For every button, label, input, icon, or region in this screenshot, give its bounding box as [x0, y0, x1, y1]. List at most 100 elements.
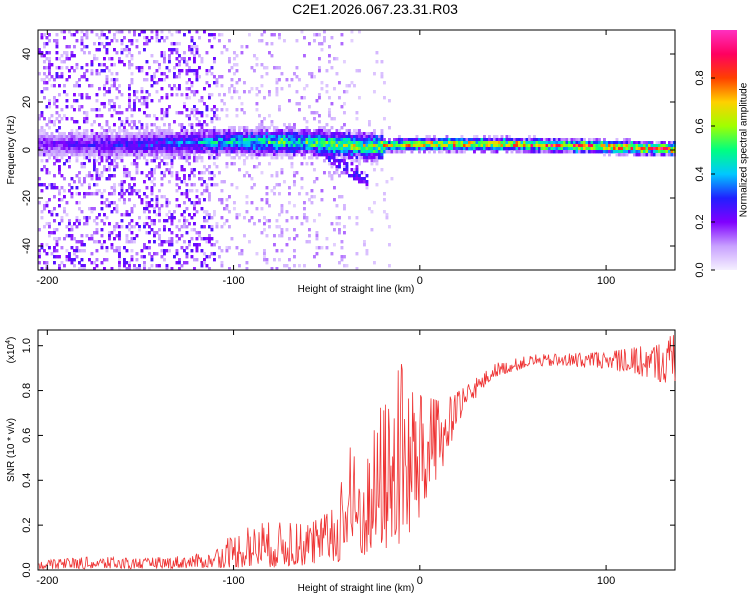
spectrogram-cell — [148, 204, 151, 208]
spectrogram-cell — [268, 147, 271, 151]
spectrogram-cell — [100, 132, 104, 136]
spectrogram-cell — [133, 141, 136, 145]
spectrogram-cell — [308, 135, 311, 139]
spectrogram-cell — [505, 141, 509, 145]
spectrogram-cell — [220, 99, 224, 103]
spectrogram-cell — [78, 207, 81, 211]
spectrogram-cell — [258, 162, 261, 166]
spectrogram-cell — [65, 150, 69, 154]
spectrogram-cell — [595, 141, 599, 145]
spectrogram-cell — [90, 153, 94, 157]
spectrogram-cell — [118, 255, 121, 259]
spectrogram-cell — [65, 141, 69, 145]
spectrogram-cell — [330, 252, 334, 256]
spectrogram-cell — [165, 96, 169, 100]
spectrogram-cell — [83, 192, 86, 196]
spectrogram-cell — [163, 174, 166, 178]
spectrogram-cell — [138, 135, 141, 139]
spectrogram-cell — [490, 147, 494, 151]
spectrogram-cell — [208, 216, 211, 220]
spectrogram-cell — [273, 33, 276, 37]
spectrogram-cell — [318, 135, 321, 139]
spectrogram-cell — [110, 186, 114, 190]
spectrogram-cell — [38, 177, 41, 181]
spectrogram-cell — [108, 90, 111, 94]
spectrogram-cell — [115, 207, 119, 211]
spectrogram-cell — [185, 207, 189, 211]
spectrogram-cell — [115, 156, 119, 160]
spectrogram-cell — [95, 135, 99, 139]
spectrogram-cell — [53, 156, 56, 160]
spectrogram-cell — [610, 147, 614, 151]
spectrogram-cell — [363, 177, 366, 181]
spectrogram-cell — [315, 132, 319, 136]
spectrogram-cell — [118, 258, 121, 262]
spectrogram-cell — [220, 189, 224, 193]
spectrogram-cell — [185, 225, 189, 229]
spectrogram-cell — [178, 204, 181, 208]
spectrogram-cell — [340, 138, 344, 142]
spectrogram-cell — [238, 168, 241, 172]
spectrogram-cell — [90, 30, 94, 34]
spectrogram-cell — [185, 132, 189, 136]
spectrogram-cell — [153, 207, 156, 211]
spectrogram-cell — [238, 144, 241, 148]
spectrogram-cell — [623, 153, 626, 157]
spectrogram-cell — [198, 99, 201, 103]
spectrogram-cell — [213, 111, 216, 115]
spectrogram-cell — [195, 237, 199, 241]
spectrogram-cell — [308, 72, 311, 76]
spectrogram-cell — [110, 135, 114, 139]
spectrogram-cell — [103, 69, 106, 73]
spectrogram-cell — [105, 246, 109, 250]
spectrogram-cell — [570, 147, 574, 151]
spectrogram-cell — [243, 162, 246, 166]
spectrogram-cell — [175, 249, 179, 253]
spectrogram-cell — [145, 195, 149, 199]
spectrogram-cell — [235, 213, 239, 217]
spectrogram-cell — [355, 150, 359, 154]
spectrogram-cell — [265, 132, 269, 136]
spectrogram-cell — [190, 111, 194, 115]
spectrogram-cell — [73, 144, 76, 148]
spectrogram-cell — [220, 249, 224, 253]
spectrogram-cell — [465, 141, 469, 145]
spectrogram-cell — [235, 90, 239, 94]
spectrogram-cell — [120, 93, 124, 97]
spectrogram-cell — [328, 108, 331, 112]
spectrogram-cell — [188, 132, 191, 136]
spectrogram-cell — [143, 153, 146, 157]
spectrogram-cell — [153, 144, 156, 148]
spectrogram-cell — [665, 153, 669, 157]
spectrogram-cell — [123, 153, 126, 157]
spectrogram-cell — [80, 75, 84, 79]
spectrogram-cell — [100, 126, 104, 130]
spectrogram-cell — [330, 66, 334, 70]
spectrogram-cell — [93, 240, 96, 244]
spectrogram-cell — [343, 144, 346, 148]
spectrogram-cell — [288, 150, 291, 154]
spectrogram-cell — [213, 243, 216, 247]
spectrogram-cell — [335, 153, 339, 157]
spectrogram-cell — [48, 141, 51, 145]
spectrogram-cell — [350, 150, 354, 154]
spectrogram-cell — [38, 252, 41, 256]
spectrogram-cell — [170, 144, 174, 148]
spectrogram-cell — [135, 258, 139, 262]
spectrogram-cell — [253, 222, 256, 226]
spectrogram-cell — [260, 147, 264, 151]
spectrogram-cell — [75, 216, 79, 220]
spectrogram-cell — [100, 153, 104, 157]
spectrogram-cell — [490, 138, 494, 142]
spectrogram-cell — [348, 150, 351, 154]
spectrogram-cell — [293, 72, 296, 76]
spectrogram-cell — [165, 219, 169, 223]
spectrogram-cell — [343, 159, 346, 163]
spectrogram-cell — [73, 252, 76, 256]
spectrogram-cell — [633, 150, 636, 154]
spectrogram-cell — [250, 129, 254, 133]
spectrogram-cell — [358, 159, 361, 163]
spectrogram-cell — [73, 264, 76, 268]
spectrogram-cell — [310, 150, 314, 154]
spectrogram-cell — [128, 186, 131, 190]
